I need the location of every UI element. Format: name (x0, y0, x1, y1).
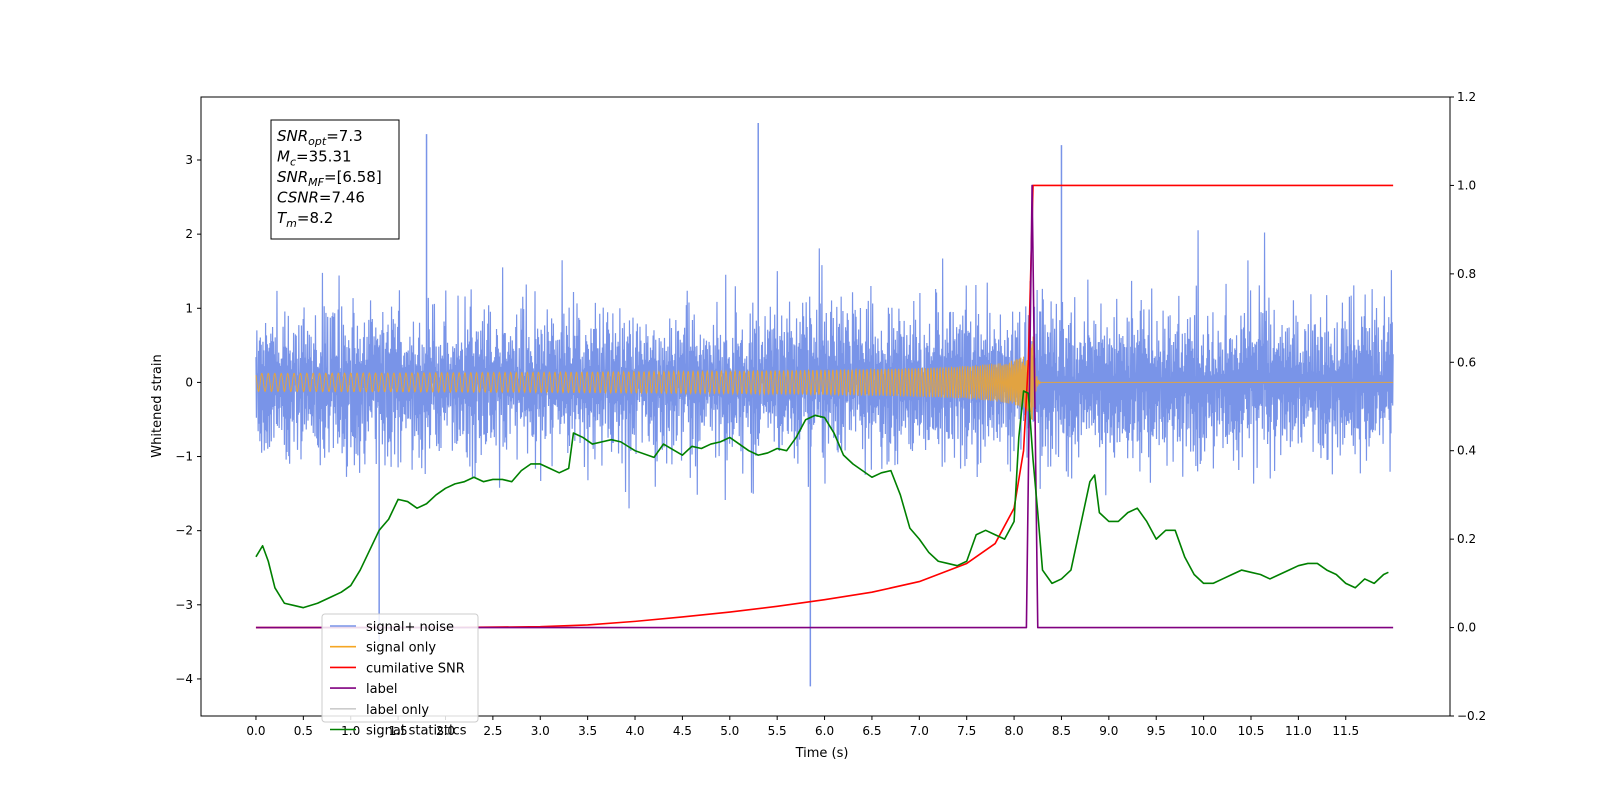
x-tick-label: 11.0 (1285, 724, 1312, 738)
legend-entry: cumilative SNR (366, 661, 465, 676)
x-tick-label: 8.0 (1005, 724, 1024, 738)
x-tick-label: 3.5 (578, 724, 597, 738)
x-tick-label: 2.0 (436, 724, 455, 738)
y-tick-label: −2 (175, 524, 193, 538)
x-tick-label: 7.0 (910, 724, 929, 738)
x-tick-label: 1.0 (341, 724, 360, 738)
legend: signal+ noise signal only cumilative SNR la… (321, 613, 479, 739)
y-tick-label: −4 (175, 672, 193, 686)
y-tick-label: 3 (185, 153, 193, 167)
x-axis: 0.0 0.5 1.0 1.5 2.0 2.5 3.0 3.5 4.0 4.5 5.0 5.5 6.0 6… (246, 716, 1359, 738)
y2-tick-label: 0.6 (1457, 355, 1476, 369)
series-signal-noise (255, 230, 1394, 509)
annotation-sub: c (290, 156, 296, 169)
annotation-line: CSNR=7.46 (277, 189, 365, 207)
x-tick-label: 8.5 (1052, 724, 1071, 738)
annotation-line: SNRMF=[6.58] (277, 168, 382, 189)
legend-box (321, 613, 479, 723)
annotation-line: SNRopt=7.3 (277, 127, 363, 148)
annotation-line: Tm=8.2 (277, 209, 333, 230)
y2-tick-label: 1.2 (1457, 90, 1476, 104)
x-tick-label: 6.0 (815, 724, 834, 738)
x-tick-label: 1.5 (389, 724, 408, 738)
annotation-var: SNR (277, 127, 308, 145)
x-tick-label: 10.0 (1190, 724, 1217, 738)
x-axis-label: Time (s) (795, 746, 849, 761)
y2-tick-label: 0.0 (1457, 621, 1476, 635)
x-tick-label: 6.5 (862, 724, 881, 738)
annotation-var: SNR (277, 168, 308, 186)
y-tick-label: 2 (185, 227, 193, 241)
series-label (255, 184, 1394, 629)
y2-tick-label: 0.4 (1457, 444, 1476, 458)
y-tick-label: −1 (175, 450, 193, 464)
y2-tick-label: 1.0 (1457, 178, 1476, 192)
y-axis-right: 1.2 1.0 0.8 0.6 0.4 0.2 0.0 −0.2 (1450, 90, 1486, 723)
stats-annotation-box: SNRopt=7.3Mc=35.31SNRMF=[6.58]CSNR=7.46T… (270, 119, 400, 240)
x-tick-label: 0.0 (246, 724, 265, 738)
x-tick-label: 0.5 (294, 724, 313, 738)
annotation-value: =7.46 (319, 189, 365, 207)
y2-tick-label: −0.2 (1457, 709, 1486, 723)
x-tick-label: 11.5 (1332, 724, 1359, 738)
series-signal-statistics (255, 390, 1389, 609)
annotation-value: =35.31 (296, 148, 352, 166)
annotation-var: CSNR (277, 189, 319, 207)
y-axis-left: 3 2 1 0 −1 −2 −3 −4 (175, 153, 201, 686)
plot-frame (200, 96, 1451, 717)
y-axis-label: Whitened strain (150, 354, 165, 457)
legend-entry: label only (366, 703, 429, 718)
y-tick-label: −3 (175, 598, 193, 612)
x-tick-label: 2.5 (483, 724, 502, 738)
y-tick-label: 1 (185, 301, 193, 315)
legend-entry: label (366, 682, 397, 697)
x-tick-label: 4.0 (625, 724, 644, 738)
legend-entry: signal only (366, 641, 436, 656)
legend-entry: signal+ noise (366, 620, 454, 635)
legend-entry: signal statistics (366, 724, 467, 739)
annotation-value: =7.3 (326, 127, 362, 145)
annotation-value: =8.2 (297, 209, 333, 227)
x-tick-label: 4.5 (673, 724, 692, 738)
annotation-line: Mc=35.31 (277, 148, 352, 169)
x-tick-label: 10.5 (1238, 724, 1265, 738)
annotation-sub: MF (308, 176, 324, 189)
annotation-value: =[6.58] (324, 168, 382, 186)
plot-series (255, 122, 1394, 687)
series-cumulative-snr (255, 184, 1394, 629)
x-tick-label: 9.0 (1099, 724, 1118, 738)
y2-tick-label: 0.8 (1457, 267, 1476, 281)
y-tick-label: 0 (185, 375, 193, 389)
x-tick-label: 7.5 (957, 724, 976, 738)
y2-tick-label: 0.2 (1457, 532, 1476, 546)
x-tick-label: 9.5 (1147, 724, 1166, 738)
annotation-sub: opt (308, 135, 327, 148)
x-tick-label: 3.0 (531, 724, 550, 738)
x-tick-label: 5.5 (768, 724, 787, 738)
x-tick-label: 5.0 (720, 724, 739, 738)
annotation-var: M (277, 148, 290, 166)
annotation-var: T (277, 209, 288, 227)
annotation-sub: m (286, 217, 297, 230)
series-signal-only (255, 336, 1394, 421)
